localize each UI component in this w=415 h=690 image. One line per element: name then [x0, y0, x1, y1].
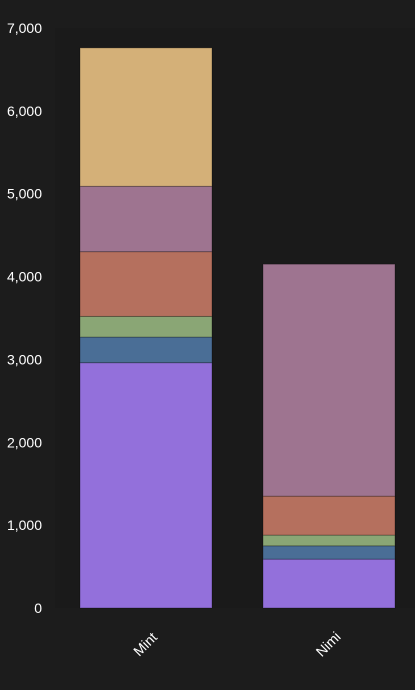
y-tick-label: 0	[34, 600, 42, 616]
bars-group	[79, 47, 396, 609]
y-tick-label: 7,000	[7, 20, 42, 36]
y-tick-label: 5,000	[7, 186, 42, 202]
y-tick-label: 2,000	[7, 434, 42, 450]
bar-segment-mint-1[interactable]	[79, 362, 213, 609]
y-tick-label: 3,000	[7, 351, 42, 367]
y-tick-label: 1,000	[7, 517, 42, 533]
x-axis: Mint Nimi	[130, 629, 344, 660]
bar-segment-mint-2[interactable]	[79, 336, 213, 364]
y-tick-label: 6,000	[7, 103, 42, 119]
bar-segment-mint-5[interactable]	[79, 185, 213, 253]
y-tick-label: 4,000	[7, 269, 42, 285]
bar-segment-nimi-2[interactable]	[262, 545, 396, 560]
bar-segment-nimi-5[interactable]	[262, 263, 396, 497]
x-category-label: Nimi	[313, 629, 344, 660]
bar-segment-nimi-4[interactable]	[262, 495, 396, 536]
bar-segment-mint-6[interactable]	[79, 47, 213, 187]
y-axis: 0 1,000 2,000 3,000 4,000 5,000 6,000 7,000	[7, 20, 42, 616]
bar-segment-mint-3[interactable]	[79, 315, 213, 338]
bar-segment-nimi-3[interactable]	[262, 534, 396, 547]
bar-segment-nimi-1[interactable]	[262, 558, 396, 609]
x-category-label: Mint	[130, 629, 160, 659]
bar-segment-mint-4[interactable]	[79, 251, 213, 317]
